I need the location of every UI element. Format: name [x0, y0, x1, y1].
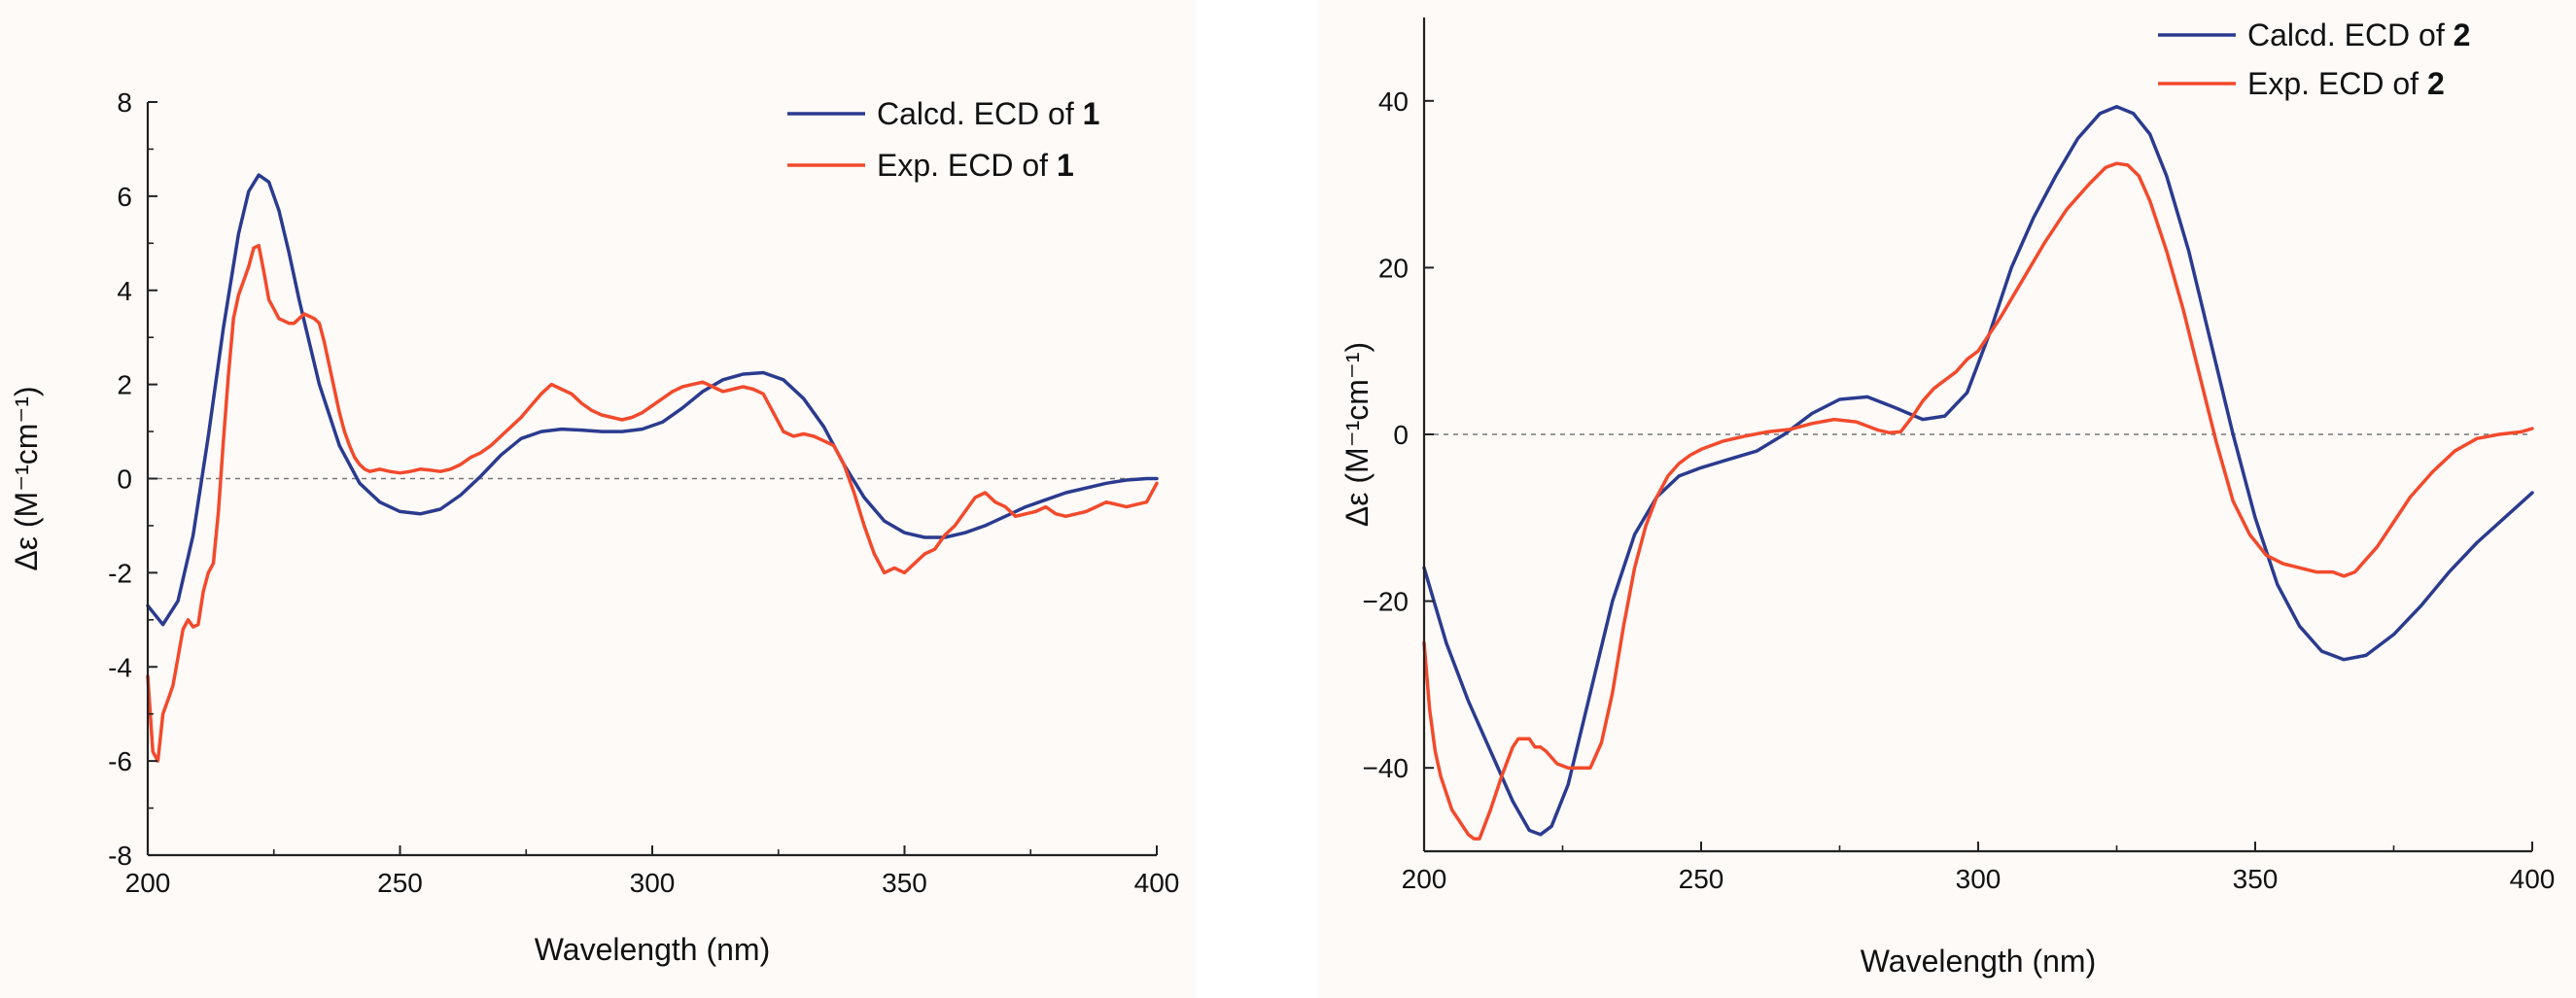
x-tick-label: 250 [1679, 864, 1724, 894]
calcd-vs-exp-ecd-chart-2: 200 250 300 350 400 −40 −20 0 20 40 Wavelength (nm… [1340, 17, 2556, 979]
x-tick-label: 400 [1134, 868, 1180, 898]
y-tick-label: 2 [117, 370, 132, 400]
right-chart-panel: 200 250 300 350 400 −40 −20 0 20 40 Wavelength (nm… [1317, 0, 2576, 998]
legend-label-text: Exp. ECD of [2247, 66, 2427, 101]
x-tick-label: 400 [2510, 864, 2556, 894]
y-tick-label: -2 [108, 558, 132, 588]
legend-label-text: Calcd. ECD of [877, 96, 1083, 131]
y-tick-label: −20 [1363, 587, 1410, 617]
y-tick-label: −40 [1363, 753, 1410, 783]
y-axis-title: Δε (M⁻¹cm⁻¹) [1340, 342, 1375, 527]
series-line-exp [146, 243, 1159, 763]
x-tick-label: 300 [630, 868, 676, 898]
y-tick-label: -4 [108, 652, 132, 682]
x-axis-title: Wavelength (nm) [1861, 944, 2096, 979]
x-tick-label: 350 [2233, 864, 2279, 894]
series-line-calcd [146, 173, 1159, 627]
legend-label-text: Calcd. ECD of [2247, 17, 2454, 52]
x-axis-title: Wavelength (nm) [535, 932, 770, 967]
legend-compound-number: 2 [2454, 17, 2471, 52]
x-tick-label: 300 [1956, 864, 2002, 894]
calcd-vs-exp-ecd-chart-1: 200 250 300 350 400 -8 -6 -4 -2 0 2 4 6 8 Wavelength (… [9, 87, 1180, 967]
legend-label-text: Exp. ECD of [877, 148, 1057, 183]
legend-compound-number: 2 [2427, 66, 2445, 101]
legend-label-calcd: Calcd. ECD of 2 [2247, 17, 2470, 52]
y-tick-label: 8 [117, 87, 132, 118]
legend-label-calcd: Calcd. ECD of 1 [877, 96, 1099, 131]
x-tick-label: 200 [125, 868, 171, 898]
legend-label-exp: Exp. ECD of 1 [877, 148, 1074, 183]
y-tick-label: 4 [117, 276, 132, 306]
x-tick-label: 350 [882, 868, 927, 898]
y-tick-label: 0 [1393, 420, 1409, 450]
y-tick-label: -6 [108, 746, 132, 776]
x-tick-label: 200 [1402, 864, 1447, 894]
left-chart-panel: 200 250 300 350 400 -8 -6 -4 -2 0 2 4 6 8 Wavelength (… [0, 0, 1196, 998]
y-tick-label: 40 [1378, 86, 1409, 117]
y-tick-label: 20 [1378, 253, 1409, 283]
legend-compound-number: 1 [1057, 148, 1074, 183]
legend-label-exp: Exp. ECD of 2 [2247, 66, 2445, 101]
legend-compound-number: 1 [1083, 96, 1100, 131]
y-tick-label: 6 [117, 182, 132, 212]
series-line-calcd [1422, 105, 2534, 837]
series-line-exp [1422, 161, 2534, 841]
y-axis-title: Δε (M⁻¹cm⁻¹) [9, 386, 44, 570]
y-tick-label: -8 [108, 841, 132, 871]
y-tick-label: 0 [117, 465, 132, 495]
x-tick-label: 250 [377, 868, 423, 898]
